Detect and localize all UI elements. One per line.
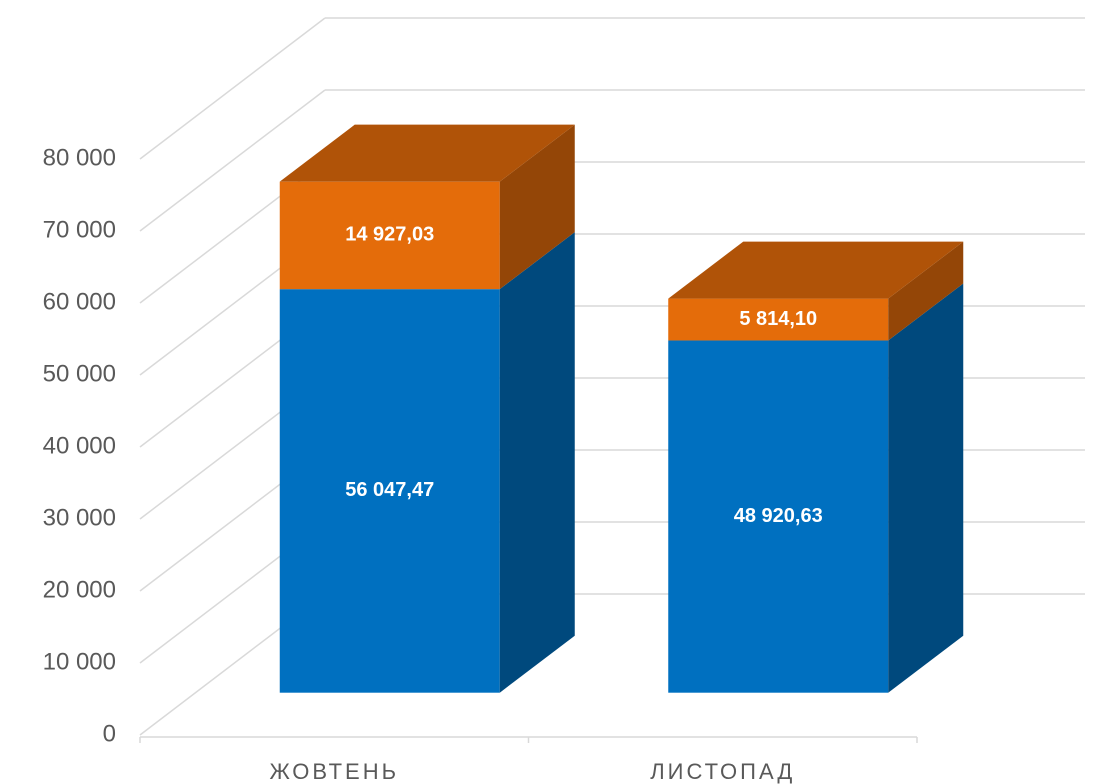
bar-side	[888, 241, 964, 341]
y-tick-label: 70 000	[43, 216, 116, 243]
grid-line	[139, 17, 326, 160]
bar-segment	[668, 298, 889, 341]
y-tick-label: 20 000	[43, 576, 116, 603]
bar-side	[888, 283, 964, 693]
y-tick-label: 0	[103, 720, 116, 747]
y-tick-label: 10 000	[43, 648, 116, 675]
data-label: 56 047,47	[345, 479, 434, 501]
y-tick-label: 30 000	[43, 504, 116, 531]
bar-segment	[279, 289, 500, 693]
bar-segment	[279, 181, 500, 290]
y-tick-label: 40 000	[43, 432, 116, 459]
bar-segment	[668, 340, 889, 693]
grid-line	[139, 89, 326, 232]
y-tick-label: 50 000	[43, 360, 116, 387]
x-tick-label: ЖОВТЕНЬ	[269, 759, 399, 784]
data-label: 5 814,10	[739, 308, 817, 330]
x-tick-label: ЛИСТОПАД	[650, 759, 795, 784]
y-tick-label: 80 000	[43, 144, 116, 171]
data-label: 14 927,03	[345, 224, 434, 246]
data-label: 48 920,63	[734, 505, 823, 527]
y-tick-label: 60 000	[43, 288, 116, 315]
bar-side	[499, 124, 575, 290]
bar-top	[279, 124, 575, 182]
bar-side	[499, 232, 575, 693]
bar-top	[668, 241, 964, 299]
